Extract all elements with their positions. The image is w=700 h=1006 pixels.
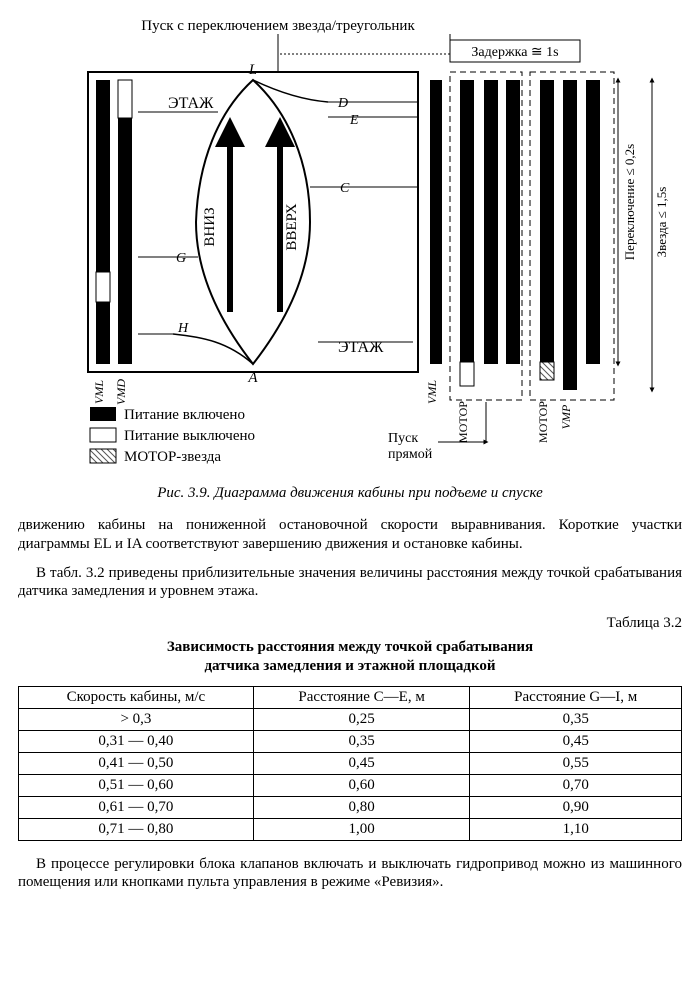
switch-label: Переключение ≤ 0,2s <box>622 144 637 260</box>
table-cell: 0,35 <box>470 708 682 730</box>
table-row: > 0,30,250,35 <box>19 708 682 730</box>
table-cell: 0,45 <box>253 752 470 774</box>
table-row: 0,31 — 0,400,350,45 <box>19 730 682 752</box>
table-title: Зависимость расстояния между точкой сраб… <box>18 638 682 676</box>
table-cell: 0,60 <box>253 774 470 796</box>
paragraph-1: движению кабины на пониженной остановочн… <box>18 516 682 554</box>
top-label: Пуск с переключением звезда/треугольник <box>141 18 415 34</box>
pt-H: H <box>177 321 189 336</box>
pt-G: G <box>176 251 186 266</box>
table-row: 0,61 — 0,700,800,90 <box>19 796 682 818</box>
floor-top: ЭТАЖ <box>168 95 214 112</box>
table-cell: 0,61 — 0,70 <box>19 796 254 818</box>
diagram-svg: Пуск с переключением звезда/треугольник … <box>18 12 682 472</box>
table-row: 0,71 — 0,801,001,10 <box>19 818 682 840</box>
col-0: Скорость кабины, м/с <box>19 686 254 708</box>
legend-off: Питание выключено <box>124 428 255 444</box>
table-row: 0,51 — 0,600,600,70 <box>19 774 682 796</box>
col-2: Расстояние G—I, м <box>470 686 682 708</box>
direct-start: Пуск прямой <box>388 431 433 462</box>
table-cell: 0,31 — 0,40 <box>19 730 254 752</box>
table-title-l1: Зависимость расстояния между точкой сраб… <box>167 639 533 655</box>
table-cell: 0,90 <box>470 796 682 818</box>
pt-A: A <box>247 370 258 386</box>
rail-vmd: VMD <box>114 379 128 405</box>
rail-vml-right: VML <box>425 380 439 404</box>
motor-left: МОТОР <box>456 401 470 443</box>
paragraph-3: В процессе регулировки блока клапанов вк… <box>18 855 682 893</box>
table-title-l2: датчика замедления и этажной площадкой <box>204 658 495 674</box>
table-cell: 1,00 <box>253 818 470 840</box>
rail-vml-left: VML <box>92 380 106 404</box>
table-cell: 0,35 <box>253 730 470 752</box>
table-cell: 0,25 <box>253 708 470 730</box>
delay-label: Задержка ≅ 1s <box>471 45 558 60</box>
table-cell: > 0,3 <box>19 708 254 730</box>
table-row: 0,41 — 0,500,450,55 <box>19 752 682 774</box>
motor-right: МОТОР <box>536 401 550 443</box>
table-cell: 0,80 <box>253 796 470 818</box>
legend-motor-star: МОТОР-звезда <box>124 449 221 465</box>
col-1: Расстояние C—E, м <box>253 686 470 708</box>
pt-L: L <box>248 62 257 78</box>
legend-on: Питание включено <box>124 407 245 423</box>
up-label: ВВЕРХ <box>284 203 300 250</box>
figure-caption: Рис. 3.9. Диаграмма движения кабины при … <box>18 485 682 502</box>
rail-vmp: VMP <box>559 404 573 429</box>
pt-E: E <box>349 113 359 128</box>
table-cell: 0,51 — 0,60 <box>19 774 254 796</box>
pt-C: C <box>340 181 350 196</box>
table-cell: 0,70 <box>470 774 682 796</box>
star-label: Звезда ≤ 1,5s <box>654 187 669 258</box>
diagram-figure: Пуск с переключением звезда/треугольник … <box>18 12 682 477</box>
table-cell: 0,41 — 0,50 <box>19 752 254 774</box>
paragraph-2: В табл. 3.2 приведены приблизительные зн… <box>18 564 682 602</box>
pt-D: D <box>337 96 348 111</box>
table-cell: 0,45 <box>470 730 682 752</box>
data-table: Скорость кабины, м/с Расстояние C—E, м Р… <box>18 686 682 841</box>
table-cell: 1,10 <box>470 818 682 840</box>
table-cell: 0,55 <box>470 752 682 774</box>
table-label: Таблица 3.2 <box>18 615 682 632</box>
down-label: ВНИЗ <box>202 207 218 246</box>
table-cell: 0,71 — 0,80 <box>19 818 254 840</box>
